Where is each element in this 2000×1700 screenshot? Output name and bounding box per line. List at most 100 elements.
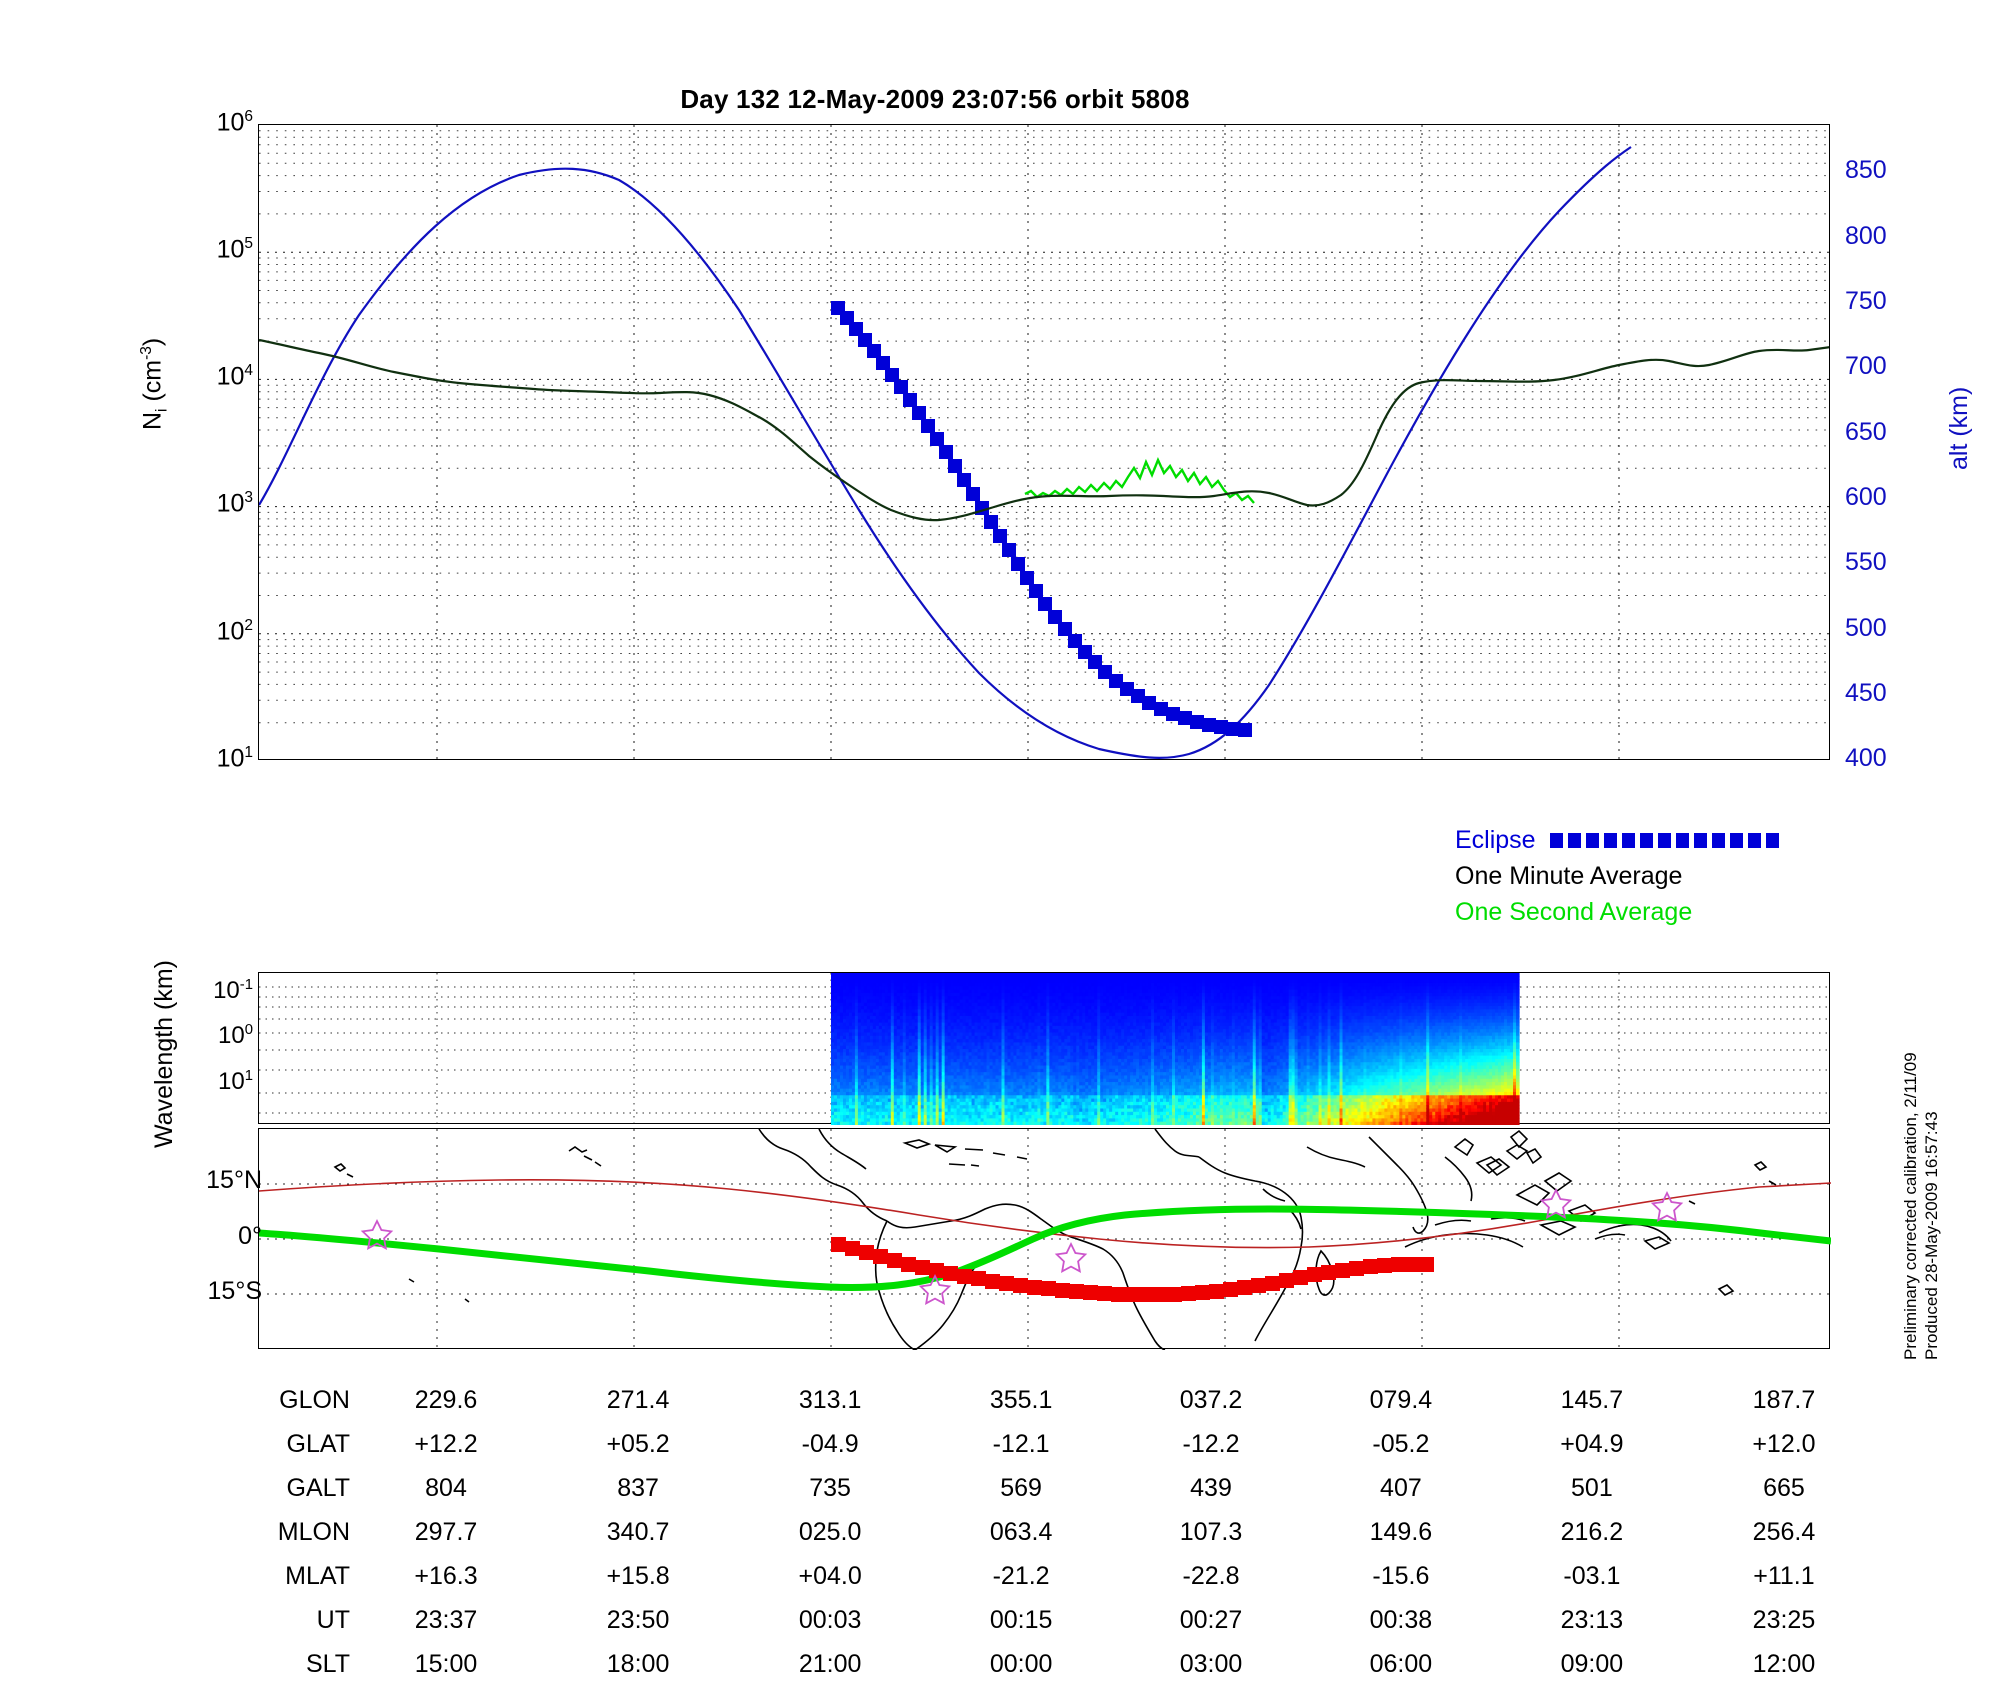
glat-col-6: -05.2 <box>1372 1429 1430 1458</box>
glat-col-5: -12.2 <box>1182 1429 1240 1458</box>
glat-col-2: +05.2 <box>606 1429 670 1458</box>
alt-ytick-400: 400 <box>1845 744 1887 772</box>
mlat-col-6: -15.6 <box>1372 1561 1430 1590</box>
page-title: Day 132 12-May-2009 23:07:56 orbit 5808 <box>680 84 1190 114</box>
galt-col-7: 501 <box>1571 1473 1613 1502</box>
spectrogram-svg <box>259 973 1831 1126</box>
ut-col-5: 00:27 <box>1179 1605 1243 1634</box>
mlon-col-3: 025.0 <box>798 1517 862 1546</box>
density-altitude-plot <box>258 124 1830 760</box>
ut-col-6: 00:38 <box>1369 1605 1433 1634</box>
galt-col-6: 407 <box>1380 1473 1422 1502</box>
mlon-col-7: 216.2 <box>1560 1517 1624 1546</box>
alt-ytick-550: 550 <box>1845 548 1887 576</box>
wavelength-spectrogram-plot <box>258 972 1831 1126</box>
ni-plot-svg <box>259 125 1829 759</box>
slt-col-6: 06:00 <box>1369 1649 1433 1678</box>
row-label-slt: SLT <box>306 1649 350 1678</box>
row-label-galt: GALT <box>286 1473 350 1502</box>
ground-track-map <box>258 1128 1832 1351</box>
ni-ytick-exp-5: 5 <box>244 235 253 252</box>
ni-ytick-exp-1: 1 <box>244 744 253 761</box>
map-svg <box>258 1128 1832 1351</box>
legend-label-eclipse: Eclipse <box>1455 825 1536 854</box>
galt-col-4: 569 <box>1000 1473 1042 1502</box>
map-ytick-15n: 15°N <box>206 1166 262 1194</box>
legend-item-one-second: One Second Average <box>1455 894 1875 930</box>
alt-axis-label: alt (km) <box>1945 386 1973 470</box>
ut-col-3: 00:03 <box>798 1605 862 1634</box>
table-row: MLAT +16.3 +15.8 +04.0 -21.2 -22.8 -15.6… <box>200 1554 1880 1598</box>
slt-col-8: 12:00 <box>1752 1649 1816 1678</box>
glat-col-8: +12.0 <box>1752 1429 1816 1458</box>
ni-axis-exp: -3 <box>138 346 155 360</box>
alt-ytick-700: 700 <box>1845 352 1887 380</box>
mlon-col-8: 256.4 <box>1752 1517 1816 1546</box>
mlat-col-2: +15.8 <box>606 1561 670 1590</box>
ni-ytick-1e3: 103 <box>216 489 253 518</box>
ut-col-7: 23:13 <box>1560 1605 1624 1634</box>
ni-ytick-exp-3: 3 <box>244 489 253 506</box>
legend: Eclipse One Minute Average One Second Av… <box>1455 822 1875 930</box>
slt-col-2: 18:00 <box>606 1649 670 1678</box>
glat-col-7: +04.9 <box>1560 1429 1624 1458</box>
mlon-col-6: 149.6 <box>1369 1517 1433 1546</box>
map-ytick-0: 0° <box>238 1222 262 1250</box>
ut-col-4: 00:15 <box>989 1605 1053 1634</box>
wl-ytick-1e1: 101 <box>218 1068 253 1095</box>
ni-ytick-exp-4: 4 <box>244 362 253 379</box>
glon-col-4: 355.1 <box>989 1385 1053 1414</box>
mlon-col-1: 297.7 <box>414 1517 478 1546</box>
one-minute-average-curve <box>259 338 1829 522</box>
mlat-col-8: +11.1 <box>1753 1561 1815 1590</box>
ni-ytick-1e1: 101 <box>216 744 253 773</box>
glon-col-5: 037.2 <box>1179 1385 1243 1414</box>
table-row: MLON 297.7 340.7 025.0 063.4 107.3 149.6… <box>200 1510 1880 1554</box>
terminator-line <box>258 1179 1832 1249</box>
slt-col-5: 03:00 <box>1179 1649 1243 1678</box>
legend-label-one-minute: One Minute Average <box>1455 861 1683 890</box>
glon-col-6: 079.4 <box>1369 1385 1433 1414</box>
ni-ytick-1e5: 105 <box>216 235 253 264</box>
legend-item-eclipse: Eclipse <box>1455 822 1875 858</box>
orbit-parameters-table: GLON 229.6 271.4 313.1 355.1 037.2 079.4… <box>200 1378 1880 1686</box>
glon-col-1: 229.6 <box>414 1385 478 1414</box>
glon-col-2: 271.4 <box>606 1385 670 1414</box>
ni-ytick-exp-2: 2 <box>244 617 253 634</box>
row-label-ut: UT <box>316 1605 350 1634</box>
slt-star-markers <box>360 1187 1684 1305</box>
table-row: UT 23:37 23:50 00:03 00:15 00:27 00:38 2… <box>200 1598 1880 1642</box>
row-label-mlat: MLAT <box>285 1561 350 1590</box>
alt-ytick-800: 800 <box>1845 222 1887 250</box>
credit-line-1: Preliminary corrected calibration, 2/11/… <box>1901 1052 1920 1360</box>
glon-col-7: 145.7 <box>1560 1385 1624 1414</box>
table-row: GLAT +12.2 +05.2 -04.9 -12.1 -12.2 -05.2… <box>200 1422 1880 1466</box>
alt-ytick-650: 650 <box>1845 418 1887 446</box>
mlon-col-4: 063.4 <box>989 1517 1053 1546</box>
spectrogram-image <box>831 973 1520 1126</box>
alt-ytick-850: 850 <box>1845 156 1887 184</box>
coastlines <box>333 1128 1777 1351</box>
table-row: GLON 229.6 271.4 313.1 355.1 037.2 079.4… <box>200 1378 1880 1422</box>
ni-ytick-1e4: 104 <box>216 362 253 391</box>
ut-col-1: 23:37 <box>414 1605 478 1634</box>
table-row: GALT 804 837 735 569 439 407 501 665 <box>200 1466 1880 1510</box>
galt-col-8: 665 <box>1763 1473 1805 1502</box>
mlat-col-7: -03.1 <box>1563 1561 1621 1590</box>
mlon-col-5: 107.3 <box>1179 1517 1243 1546</box>
altitude-curve <box>259 146 1632 759</box>
mlat-col-1: +16.3 <box>414 1561 478 1590</box>
eclipse-swatch-icon <box>1549 832 1779 848</box>
wl-ytick-exp--1: -1 <box>239 977 253 993</box>
ni-ytick-1e2: 102 <box>216 617 253 646</box>
credit-line-2: Produced 28-May-2009 16:57:43 <box>1922 1111 1941 1360</box>
slt-col-7: 09:00 <box>1560 1649 1624 1678</box>
row-label-glat: GLAT <box>286 1429 350 1458</box>
row-label-glon: GLON <box>279 1385 350 1414</box>
map-ytick-15s: 15°S <box>207 1277 262 1305</box>
mlat-col-3: +04.0 <box>798 1561 862 1590</box>
slt-col-4: 00:00 <box>989 1649 1053 1678</box>
ni-ytick-1e6: 106 <box>216 108 253 137</box>
glat-col-1: +12.2 <box>414 1429 478 1458</box>
legend-label-one-second: One Second Average <box>1455 897 1693 926</box>
